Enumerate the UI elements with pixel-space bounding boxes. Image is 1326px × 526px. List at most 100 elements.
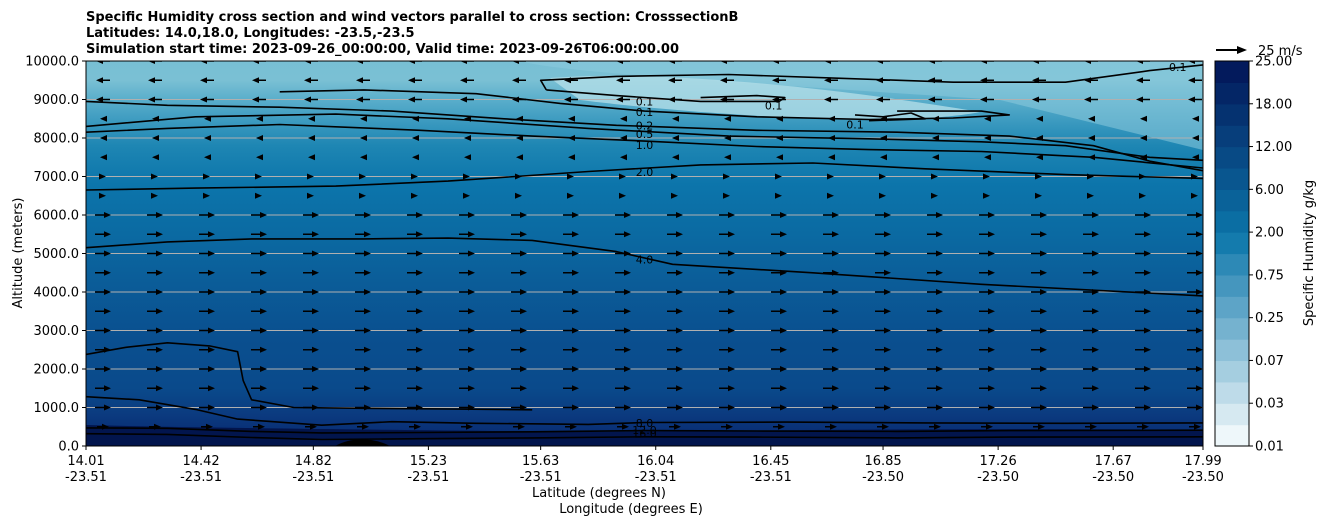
wind-arrow-icon [468, 231, 475, 238]
wind-arrow-icon [780, 327, 787, 334]
colorbar-segment [1215, 403, 1249, 426]
wind-arrow-icon [255, 173, 262, 180]
wind-arrow-icon [1196, 212, 1203, 218]
wind-arrow-icon [1088, 135, 1095, 141]
wind-arrow-icon [208, 269, 215, 276]
wind-arrow-icon [100, 135, 107, 141]
wind-arrow-icon [676, 212, 683, 218]
wind-arrow-icon [832, 289, 839, 295]
x-tick-label-lat: 16.04 [637, 454, 674, 469]
wind-arrow-icon [1196, 289, 1203, 295]
wind-arrow-icon [364, 327, 371, 334]
wind-arrow-icon [572, 289, 579, 295]
contour-label: 0.1 [1169, 61, 1187, 74]
colorbar-segment [1215, 125, 1249, 148]
contour-labels: 0.10.10.10.10.10.20.51.02.04.08.012.016.… [632, 61, 1186, 440]
wind-arrow-icon [676, 289, 683, 295]
wind-arrow-icon [256, 154, 263, 161]
wind-arrow-icon [208, 308, 215, 315]
wind-arrow-icon [1040, 404, 1047, 411]
wind-arrow-icon [676, 346, 683, 353]
wind-arrow-icon [104, 327, 111, 334]
wind-arrow-icon [728, 404, 735, 411]
wind-arrow-icon [356, 96, 363, 103]
wind-arrow-icon [1196, 327, 1203, 334]
wind-arrow-icon [1144, 250, 1151, 257]
wind-arrow-icon [256, 115, 263, 122]
wind-arrow-icon [260, 212, 267, 218]
wind-arrow-icon [312, 212, 319, 218]
y-tick-label: 0.0 [58, 440, 79, 455]
wind-arrow-icon [1144, 269, 1151, 276]
wind-arrow-icon [936, 308, 943, 315]
dry-layer-upper [520, 61, 1203, 150]
wind-arrow-icon [1191, 192, 1198, 199]
wind-arrow-icon [1196, 346, 1203, 353]
wind-arrow-icon [364, 212, 371, 218]
wind-arrow-icon [1136, 77, 1143, 84]
wind-arrow-icon [778, 423, 785, 430]
wind-arrow-icon [468, 308, 475, 315]
wind-arrow-icon [988, 308, 995, 315]
wind-arrow-icon [624, 404, 631, 411]
x-axis-label-longitude: Longitude (degrees E) [559, 502, 703, 517]
wind-arrow-icon [312, 231, 319, 238]
wind-arrow-icon [827, 192, 834, 199]
wind-arrow-icon [984, 154, 991, 161]
wind-arrow-icon [1196, 231, 1203, 238]
humidity-contours [86, 64, 1203, 441]
wind-arrow-icon [203, 192, 210, 199]
wind-arrow-icon [416, 231, 423, 238]
wind-arrow-icon [260, 385, 267, 392]
wind-arrow-icon [99, 173, 106, 180]
wind-arrow-icon [936, 250, 943, 257]
wind-arrow-icon [728, 366, 735, 372]
wind-arrow-icon [208, 346, 215, 353]
wind-arrow-icon [1196, 269, 1203, 276]
wind-arrow-icon [884, 366, 891, 372]
wind-arrow-icon [520, 212, 527, 218]
wind-arrow-icon [312, 346, 319, 353]
contour-label: 4.0 [636, 253, 654, 266]
wind-arrow-icon [96, 77, 103, 84]
contour-label: 16.0 [632, 427, 657, 440]
wind-arrow-icon [832, 308, 839, 315]
wind-arrow-icon [258, 423, 265, 430]
contour-line-8.0 [86, 342, 533, 411]
wind-arrow-icon [360, 154, 367, 161]
wind-arrow-icon [832, 385, 839, 392]
wind-arrow-icon [780, 289, 787, 295]
wind-arrow-icon [312, 308, 319, 315]
wind-arrow-icon [936, 346, 943, 353]
wind-arrow-icon [780, 231, 787, 238]
wind-arrow-icon [884, 212, 891, 218]
colorbar-segment [1215, 317, 1249, 340]
wind-arrow-icon [1092, 212, 1099, 218]
wind-arrow-icon [156, 269, 163, 276]
wind-arrow-icon [408, 77, 415, 84]
wind-arrow-icon [468, 250, 475, 257]
y-tick-label: 4000.0 [34, 286, 80, 301]
x-tick-label-lat: 17.99 [1184, 454, 1221, 469]
wind-arrow-icon [152, 154, 159, 161]
colorbar-tick-label: 0.01 [1255, 440, 1284, 455]
wind-arrow-icon [728, 385, 735, 392]
x-tick-label-lat: 16.85 [864, 454, 901, 469]
wind-arrow-icon [1144, 385, 1151, 392]
wind-arrow-icon [356, 77, 363, 84]
wind-arrow-icon [676, 366, 683, 372]
wind-arrow-icon [520, 385, 527, 392]
wind-arrow-icon [1040, 346, 1047, 353]
y-axis-label: Altitude (meters) [11, 198, 26, 309]
x-tick-label-lon: -23.50 [1092, 470, 1134, 485]
wind-arrow-icon [676, 404, 683, 411]
colorbar-tick-label: 0.25 [1255, 311, 1284, 326]
wind-arrow-icon [984, 135, 991, 141]
wind-arrow-icon [1192, 115, 1199, 122]
wind-arrow-icon [988, 231, 995, 238]
wind-arrow-icon [468, 212, 475, 218]
wind-arrow-icon [988, 404, 995, 411]
wind-arrow-icon [148, 96, 155, 103]
wind-arrow-icon [936, 231, 943, 238]
wind-arrow-icon [674, 423, 681, 430]
